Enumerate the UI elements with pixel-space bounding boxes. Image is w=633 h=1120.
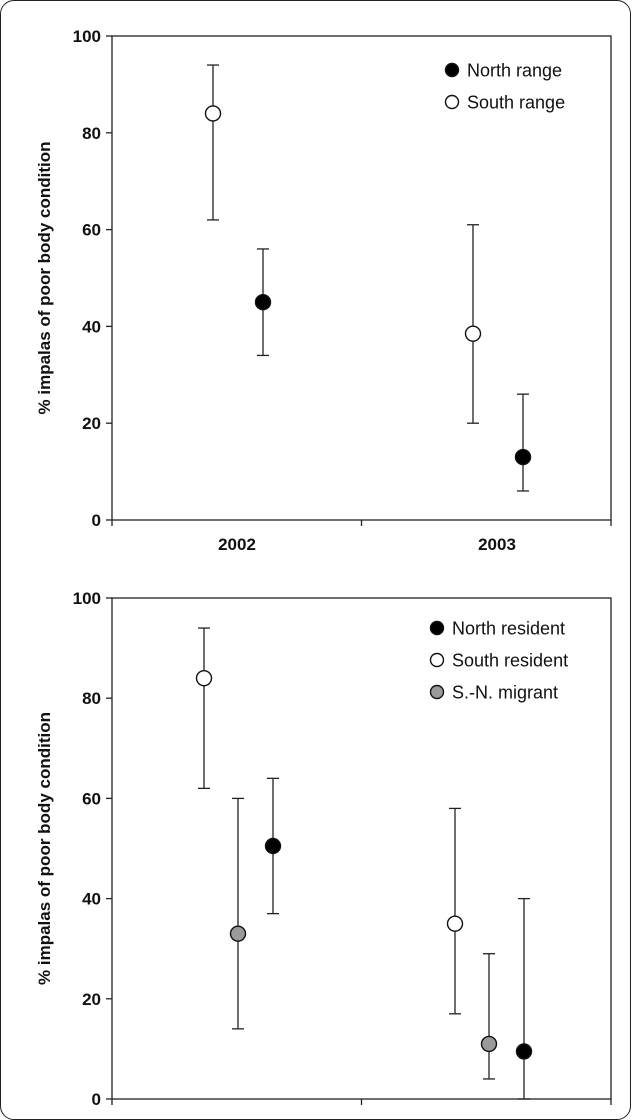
panel1-y-axis-label: % impalas of poor body condition — [35, 142, 54, 415]
panel2-legend-label-1: North resident — [452, 619, 565, 639]
panel2-legend-label-3: S.-N. migrant — [452, 683, 558, 703]
panel2-legend-marker-3 — [429, 684, 445, 700]
panel2-y-tick-label-4: 80 — [82, 689, 101, 708]
panel1-legend-marker-1 — [444, 62, 460, 78]
panel1-series1-2003-point — [514, 448, 532, 466]
panel1-legend-marker-2 — [444, 94, 460, 110]
panel2-series3-2002-point — [229, 925, 247, 942]
panel1-y-tick-label-3: 60 — [82, 221, 101, 240]
panel2-legend-marker-2 — [429, 652, 445, 668]
panel2-y-tick-label-0: 0 — [92, 1090, 101, 1109]
panel1-series2-2002-point — [204, 105, 222, 122]
panel2-series1-2003-point — [515, 1043, 533, 1060]
panel1-x-tick-label-0: 2002 — [218, 535, 256, 554]
panel2-y-tick-label-2: 40 — [82, 890, 101, 909]
panel2-y-tick-label-1: 20 — [82, 990, 101, 1009]
panel1-series2-2003-point — [464, 325, 482, 342]
panel2-series3-2003-point — [480, 1035, 498, 1053]
panel2-y-axis-label: % impalas of poor body condition — [35, 712, 54, 985]
panel1-y-tick-label-1: 20 — [82, 414, 101, 433]
panel1-legend-label-1: North range — [467, 61, 562, 81]
panel1-y-tick-label-5: 100 — [73, 27, 101, 46]
panel2-series1-2002-point — [264, 837, 282, 855]
panel2-legend-marker-1 — [429, 620, 445, 636]
panel2-legend-label-2: South resident — [452, 651, 568, 671]
panel1-x-tick-label-1: 2003 — [478, 535, 516, 554]
panel2-series2-2002-point — [195, 669, 213, 687]
panel2-series2-2003-point — [446, 915, 464, 932]
panel2-plot-area — [111, 597, 612, 1100]
panel2-y-tick-label-5: 100 — [73, 589, 101, 608]
panel1-y-tick-label-4: 80 — [82, 124, 101, 143]
panel1-y-tick-label-0: 0 — [92, 511, 101, 530]
panel2-y-tick-label-3: 60 — [82, 789, 101, 808]
panel1-legend-label-2: South range — [467, 93, 565, 113]
panel1-y-tick-label-2: 40 — [82, 317, 101, 336]
panel1-series1-2002-point — [254, 294, 272, 311]
